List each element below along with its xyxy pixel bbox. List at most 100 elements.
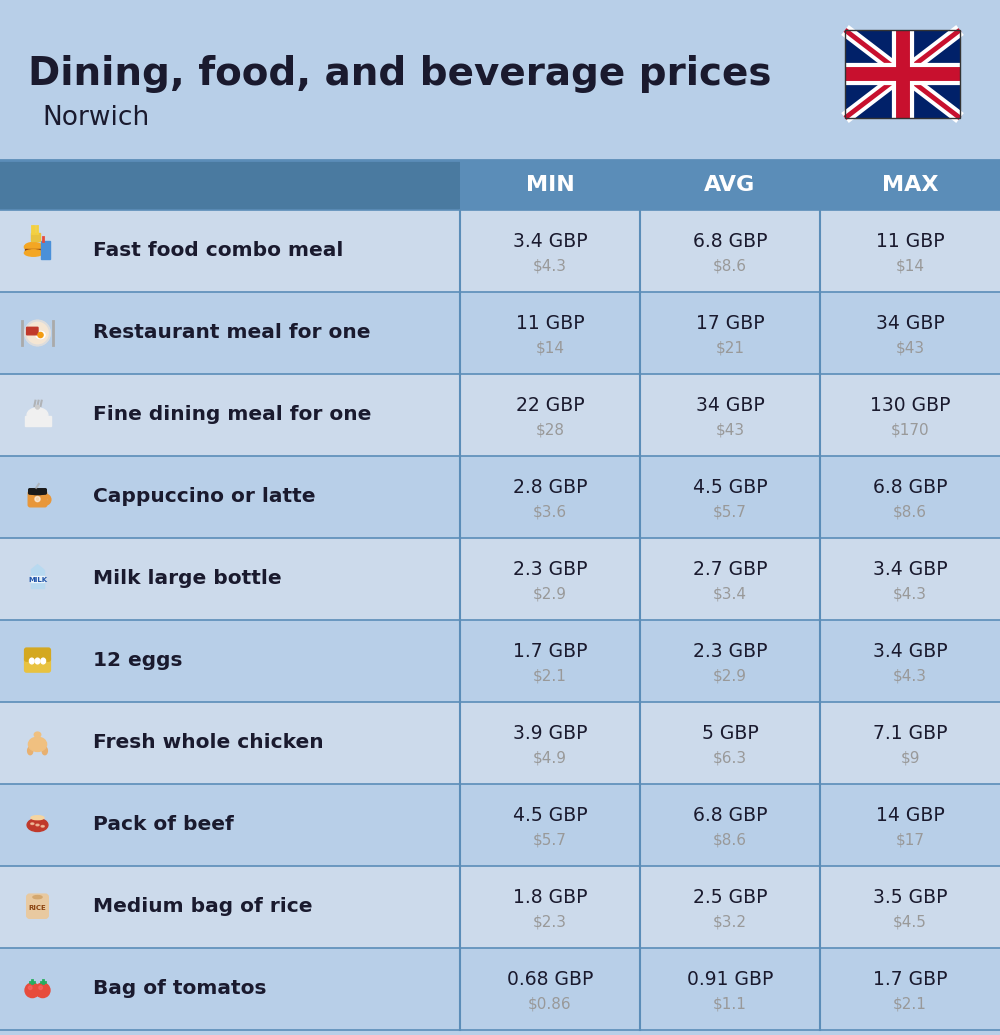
Ellipse shape	[41, 826, 44, 827]
Text: Pack of beef: Pack of beef	[93, 816, 234, 834]
Text: 3.9 GBP: 3.9 GBP	[513, 723, 587, 743]
Text: $5.7: $5.7	[533, 832, 567, 848]
FancyBboxPatch shape	[27, 331, 38, 334]
Text: $21: $21	[716, 341, 744, 355]
Text: 1.8 GBP: 1.8 GBP	[513, 888, 587, 907]
Text: $0.86: $0.86	[528, 997, 572, 1011]
Ellipse shape	[24, 249, 43, 257]
Text: 5 GBP: 5 GBP	[702, 723, 758, 743]
Bar	[25, 249, 42, 253]
Circle shape	[25, 321, 50, 346]
Circle shape	[28, 986, 32, 989]
FancyBboxPatch shape	[0, 292, 1000, 374]
Ellipse shape	[27, 819, 48, 831]
Ellipse shape	[31, 823, 34, 825]
Text: $1.1: $1.1	[713, 997, 747, 1011]
Text: $14: $14	[536, 341, 564, 355]
Circle shape	[39, 986, 42, 989]
Text: 2.8 GBP: 2.8 GBP	[513, 478, 587, 497]
Ellipse shape	[28, 747, 33, 755]
Text: 3.4 GBP: 3.4 GBP	[873, 560, 947, 579]
Circle shape	[35, 497, 40, 502]
Text: 2.5 GBP: 2.5 GBP	[693, 888, 767, 907]
Text: 3.4 GBP: 3.4 GBP	[873, 642, 947, 660]
Text: 6.8 GBP: 6.8 GBP	[693, 232, 767, 250]
Text: 2.3 GBP: 2.3 GBP	[513, 560, 587, 579]
Text: $43: $43	[895, 341, 925, 355]
Text: Dining, food, and beverage prices: Dining, food, and beverage prices	[28, 55, 772, 93]
Circle shape	[25, 983, 40, 998]
Text: 11 GBP: 11 GBP	[876, 232, 944, 250]
Text: 14 GBP: 14 GBP	[876, 805, 944, 825]
Text: RICE: RICE	[29, 906, 46, 911]
Text: $4.5: $4.5	[893, 914, 927, 929]
FancyBboxPatch shape	[0, 702, 1000, 783]
Text: Restaurant meal for one: Restaurant meal for one	[93, 324, 370, 343]
Polygon shape	[31, 565, 44, 570]
Text: 4.5 GBP: 4.5 GBP	[513, 805, 587, 825]
Text: 1.7 GBP: 1.7 GBP	[873, 970, 947, 988]
FancyBboxPatch shape	[0, 866, 1000, 948]
Text: 0.91 GBP: 0.91 GBP	[687, 970, 773, 988]
Text: 2.7 GBP: 2.7 GBP	[693, 560, 767, 579]
Text: 3.5 GBP: 3.5 GBP	[873, 888, 947, 907]
Ellipse shape	[29, 658, 34, 663]
Text: MAX: MAX	[882, 175, 938, 195]
Text: 34 GBP: 34 GBP	[876, 314, 944, 332]
Circle shape	[36, 406, 39, 409]
Text: $8.6: $8.6	[893, 504, 927, 520]
Text: $8.6: $8.6	[713, 832, 747, 848]
Text: $2.9: $2.9	[713, 669, 747, 683]
Text: $28: $28	[536, 422, 564, 437]
Ellipse shape	[34, 732, 41, 737]
FancyBboxPatch shape	[27, 894, 48, 918]
Text: $4.3: $4.3	[533, 259, 567, 273]
Circle shape	[35, 983, 50, 998]
FancyBboxPatch shape	[0, 160, 1000, 210]
Text: 1.7 GBP: 1.7 GBP	[513, 642, 587, 660]
Text: $4.3: $4.3	[893, 586, 927, 601]
FancyBboxPatch shape	[0, 620, 1000, 702]
Ellipse shape	[24, 242, 43, 252]
Text: 7.1 GBP: 7.1 GBP	[873, 723, 947, 743]
FancyBboxPatch shape	[31, 233, 40, 240]
Text: AVG: AVG	[704, 175, 756, 195]
FancyBboxPatch shape	[0, 538, 1000, 620]
Text: MILK: MILK	[28, 578, 47, 584]
Ellipse shape	[42, 747, 47, 755]
Text: $9: $9	[900, 750, 920, 765]
Text: $3.4: $3.4	[713, 586, 747, 601]
FancyBboxPatch shape	[31, 576, 44, 582]
FancyBboxPatch shape	[0, 374, 1000, 456]
Text: $8.6: $8.6	[713, 259, 747, 273]
Text: $6.3: $6.3	[713, 750, 747, 765]
Ellipse shape	[30, 492, 45, 495]
FancyBboxPatch shape	[845, 30, 960, 118]
FancyBboxPatch shape	[24, 415, 50, 425]
FancyBboxPatch shape	[40, 240, 50, 259]
Ellipse shape	[33, 895, 42, 898]
Text: 22 GBP: 22 GBP	[516, 395, 584, 415]
Text: MIN: MIN	[526, 175, 574, 195]
Text: $17: $17	[896, 832, 924, 848]
Text: $3.6: $3.6	[533, 504, 567, 520]
Ellipse shape	[41, 658, 46, 663]
Text: Fine dining meal for one: Fine dining meal for one	[93, 406, 371, 424]
Ellipse shape	[27, 408, 48, 422]
Ellipse shape	[36, 824, 39, 826]
Text: $3.2: $3.2	[713, 914, 747, 929]
FancyBboxPatch shape	[28, 491, 47, 507]
Text: $2.1: $2.1	[533, 669, 567, 683]
Text: Fresh whole chicken: Fresh whole chicken	[93, 734, 324, 752]
Text: $170: $170	[891, 422, 929, 437]
Text: Norwich: Norwich	[42, 105, 149, 131]
Text: Milk large bottle: Milk large bottle	[93, 569, 282, 589]
FancyBboxPatch shape	[29, 489, 46, 494]
Text: 2.3 GBP: 2.3 GBP	[693, 642, 767, 660]
Text: 34 GBP: 34 GBP	[696, 395, 764, 415]
Text: $5.7: $5.7	[713, 504, 747, 520]
FancyBboxPatch shape	[0, 783, 1000, 866]
Text: Bag of tomatos: Bag of tomatos	[93, 979, 266, 999]
Text: 130 GBP: 130 GBP	[870, 395, 950, 415]
Text: $43: $43	[715, 422, 745, 437]
